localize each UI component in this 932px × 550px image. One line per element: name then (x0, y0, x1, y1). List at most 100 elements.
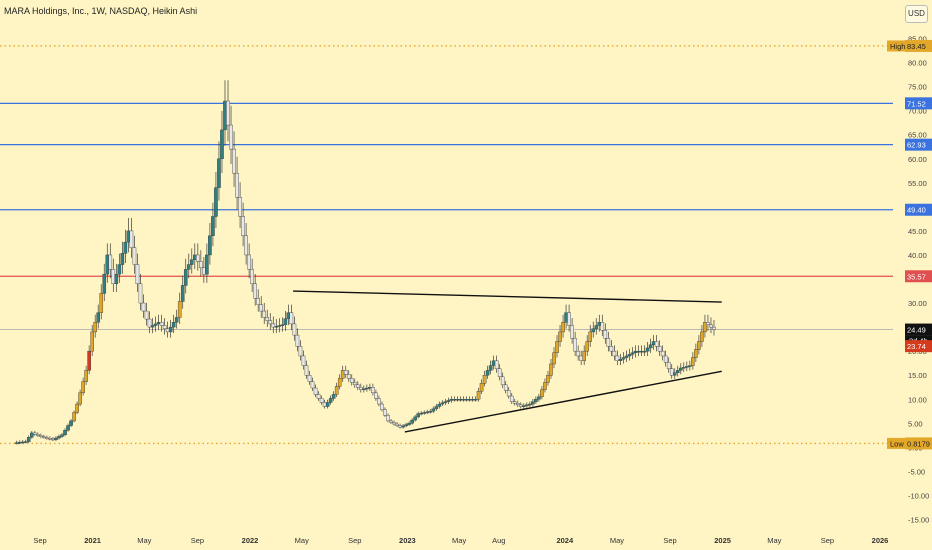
candle-body (666, 362, 671, 369)
candle-body (304, 365, 309, 376)
candle-body (102, 273, 107, 294)
y-tick-label: 40.00 (908, 251, 927, 260)
candle-body (220, 129, 224, 159)
candle-body (588, 331, 593, 342)
x-tick-label: Sep (348, 536, 361, 545)
candle-body (20, 441, 25, 444)
candle-body (57, 436, 61, 439)
candle-body (132, 247, 137, 265)
candle-body (476, 391, 481, 400)
candle-body (603, 330, 608, 339)
candle-body (123, 241, 128, 254)
candle-body (374, 392, 378, 399)
candle-body (552, 352, 556, 365)
candle-body (443, 401, 448, 404)
prev-price-text: 23.74 (907, 342, 926, 351)
candle-body (515, 403, 520, 406)
candle-body (153, 323, 158, 326)
x-tick-label: May (610, 536, 624, 545)
candle-body (259, 304, 264, 312)
candle-body (639, 350, 644, 353)
candle-body (651, 341, 656, 345)
candle-body (84, 370, 88, 382)
x-tick-label: May (767, 536, 781, 545)
candle-body (398, 425, 402, 428)
candle-body (295, 334, 300, 347)
candle-body (425, 411, 430, 414)
candle-body (648, 344, 653, 349)
x-tick-label: Sep (821, 536, 834, 545)
level-value-box (905, 203, 932, 216)
candle-body (349, 378, 354, 383)
candle-body (419, 412, 423, 415)
candle-body (244, 235, 248, 256)
candle-body (663, 355, 668, 363)
candle-body (362, 388, 366, 391)
candle-body (371, 387, 375, 394)
candle-body (42, 436, 46, 438)
candle-body (691, 357, 695, 366)
candle-body (214, 187, 218, 217)
x-tick-label: Sep (663, 536, 676, 545)
candle-body (120, 253, 125, 265)
candle-body (81, 381, 85, 394)
candle-body (202, 267, 206, 275)
candle-body (108, 254, 113, 270)
candle-body (543, 382, 547, 390)
candle-body (307, 375, 312, 382)
candle-body (48, 438, 52, 440)
last-price-text: 24.49 (907, 326, 926, 335)
candle-body (93, 322, 97, 333)
candle-body (525, 404, 529, 407)
candle-body (316, 394, 321, 399)
candle-body (289, 312, 294, 325)
prev-price-box (905, 340, 932, 353)
x-tick-label: May (452, 536, 466, 545)
candle-body (377, 398, 381, 405)
x-tick-label: May (137, 536, 151, 545)
candle-body (168, 326, 173, 333)
candle-body (253, 283, 257, 299)
candle-body (712, 326, 716, 330)
chart-title: MARA Holdings, Inc., 1W, NASDAQ, Heikin … (4, 6, 198, 16)
candle-body (45, 437, 49, 439)
candle-body (229, 124, 233, 150)
candle-body (256, 298, 260, 305)
y-tick-label: 75.00 (908, 83, 927, 92)
candle-body (458, 399, 463, 401)
x-tick-label: 2022 (242, 536, 259, 545)
candle-body (473, 399, 478, 401)
candle-body (618, 358, 623, 361)
candle-body (241, 216, 245, 236)
candle-body (633, 350, 638, 353)
x-tick-label: May (295, 536, 309, 545)
candle-body (452, 399, 457, 401)
candle-body (111, 269, 116, 285)
candle-body (23, 441, 28, 443)
candle-body (135, 264, 140, 285)
candle-body (657, 346, 662, 352)
candle-body (685, 366, 689, 368)
candle-body (147, 318, 152, 328)
candle-body (211, 216, 215, 236)
level-value-box (905, 138, 932, 151)
currency-button[interactable]: USD (905, 5, 928, 23)
candle-body (196, 254, 200, 262)
candle-body (26, 437, 31, 442)
y-tick-label: 80.00 (908, 59, 927, 68)
candle-body (497, 368, 502, 378)
x-tick-label: 2026 (872, 536, 889, 545)
candle-body (395, 423, 399, 426)
candle-body (470, 399, 475, 401)
candle-body (594, 325, 599, 329)
level-tag-text: High (890, 42, 905, 51)
level-value-box (905, 270, 932, 283)
candle-body (413, 416, 417, 421)
candle-body (703, 322, 707, 333)
candle-body (645, 347, 650, 352)
candle-body (223, 100, 227, 131)
candle-body (72, 412, 76, 422)
trendline (293, 290, 722, 303)
candle-body (301, 355, 306, 366)
